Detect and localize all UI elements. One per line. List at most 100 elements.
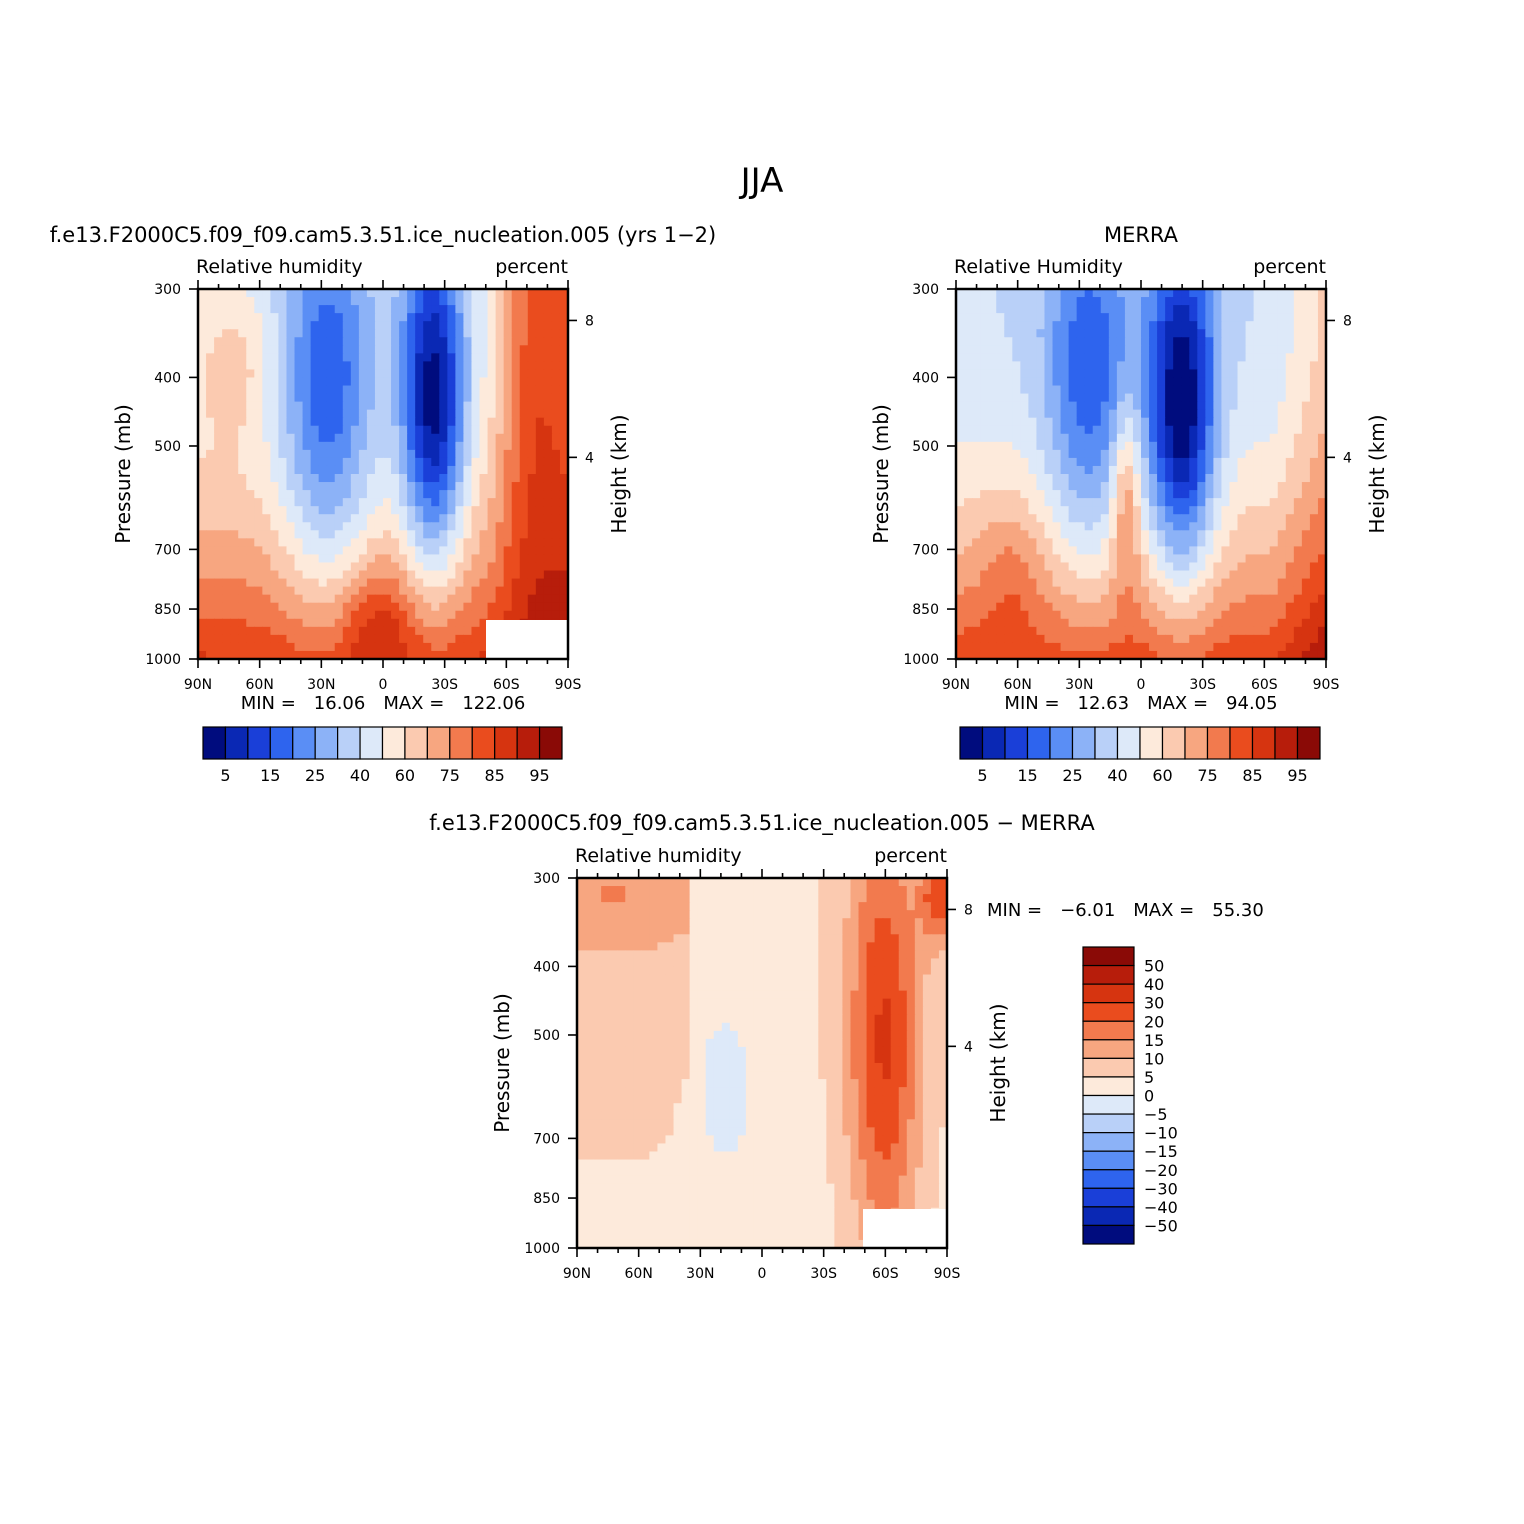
field-cell <box>737 966 747 976</box>
field-cell <box>810 958 819 968</box>
field-cell <box>1084 538 1094 547</box>
field-cell <box>1004 297 1013 306</box>
field-cell <box>254 441 263 451</box>
field-cell <box>350 361 360 371</box>
field-cell <box>1197 393 1206 403</box>
field-cell <box>423 305 432 314</box>
field-cell <box>996 474 1005 483</box>
field-cell <box>487 610 497 620</box>
field-cell <box>399 482 408 491</box>
field-cell <box>1301 361 1311 371</box>
field-cell <box>374 634 384 644</box>
field-cell <box>1004 401 1013 411</box>
field-cell <box>810 942 819 951</box>
field-cell <box>230 618 239 628</box>
field-cell <box>1261 369 1271 379</box>
field-cell <box>230 586 239 596</box>
field-cell <box>447 474 456 483</box>
field-cell <box>1285 329 1295 338</box>
field-cell <box>1261 305 1271 314</box>
field-cell <box>834 902 844 911</box>
field-cell <box>471 522 481 531</box>
field-cell <box>366 506 376 515</box>
field-cell <box>938 878 948 887</box>
field-cell <box>1132 578 1142 588</box>
field-cell <box>1149 474 1158 483</box>
field-cell <box>988 449 997 459</box>
field-cell <box>423 554 432 564</box>
field-cell <box>737 942 747 951</box>
field-cell <box>326 393 336 403</box>
field-cell <box>964 385 973 395</box>
field-cell <box>495 570 505 580</box>
field-cell <box>399 570 408 580</box>
field-cell <box>270 329 280 338</box>
field-cell <box>230 433 239 443</box>
field-cell <box>439 490 448 499</box>
field-cell <box>318 498 328 507</box>
field-cell <box>1293 353 1303 362</box>
field-cell <box>407 345 416 354</box>
field-cell <box>278 610 288 620</box>
field-cell <box>1277 457 1287 467</box>
field-cell <box>350 385 360 395</box>
field-cell <box>302 313 312 322</box>
field-cell <box>559 610 569 620</box>
field-cell <box>278 578 288 588</box>
field-cell <box>471 321 481 330</box>
field-cell <box>551 425 561 435</box>
field-cell <box>1004 417 1013 427</box>
field-cell <box>198 385 207 395</box>
field-cell <box>342 514 352 523</box>
field-cell <box>649 926 659 935</box>
field-cell <box>906 894 916 903</box>
field-cell <box>254 538 263 547</box>
colorbar-label: 25 <box>305 766 325 785</box>
field-cell <box>697 958 707 968</box>
field-cell <box>1181 602 1190 612</box>
field-cell <box>1237 490 1247 499</box>
field-cell <box>519 337 529 346</box>
field-cell <box>366 498 376 507</box>
field-cell <box>535 433 545 443</box>
field-cell <box>1269 498 1279 507</box>
field-cell <box>1020 546 1029 556</box>
field-cell <box>1285 401 1295 411</box>
field-cell <box>956 401 965 411</box>
field-cell <box>230 578 239 588</box>
field-cell <box>302 393 312 403</box>
field-cell <box>972 449 981 459</box>
field-cell <box>1020 650 1029 660</box>
field-cell <box>1213 642 1223 652</box>
field-cell <box>519 594 529 604</box>
field-cell <box>858 950 868 960</box>
field-cell <box>302 457 312 467</box>
field-cell <box>1213 393 1223 403</box>
field-cell <box>391 465 400 475</box>
field-cell <box>657 894 667 903</box>
field-cell <box>1245 498 1255 507</box>
field-cell <box>1044 297 1054 306</box>
field-cell <box>479 498 489 507</box>
colorbar-box <box>1229 726 1254 760</box>
field-cell <box>1285 530 1295 539</box>
field-cell <box>1124 457 1134 467</box>
field-cell <box>1076 409 1086 419</box>
field-cell <box>1309 626 1319 636</box>
field-cell <box>1269 538 1279 547</box>
field-cell <box>1020 401 1029 411</box>
field-cell <box>1116 313 1126 322</box>
field-cell <box>206 514 215 523</box>
field-cell <box>374 514 384 523</box>
field-cell <box>415 474 424 483</box>
field-cell <box>786 902 795 911</box>
field-cell <box>802 966 811 976</box>
field-cell <box>1100 409 1110 419</box>
field-cell <box>1036 506 1046 515</box>
field-cell <box>601 934 610 943</box>
field-cell <box>818 878 827 887</box>
field-cell <box>1149 602 1158 612</box>
field-cell <box>810 910 819 919</box>
field-cell <box>455 321 465 330</box>
field-cell <box>1213 570 1223 580</box>
